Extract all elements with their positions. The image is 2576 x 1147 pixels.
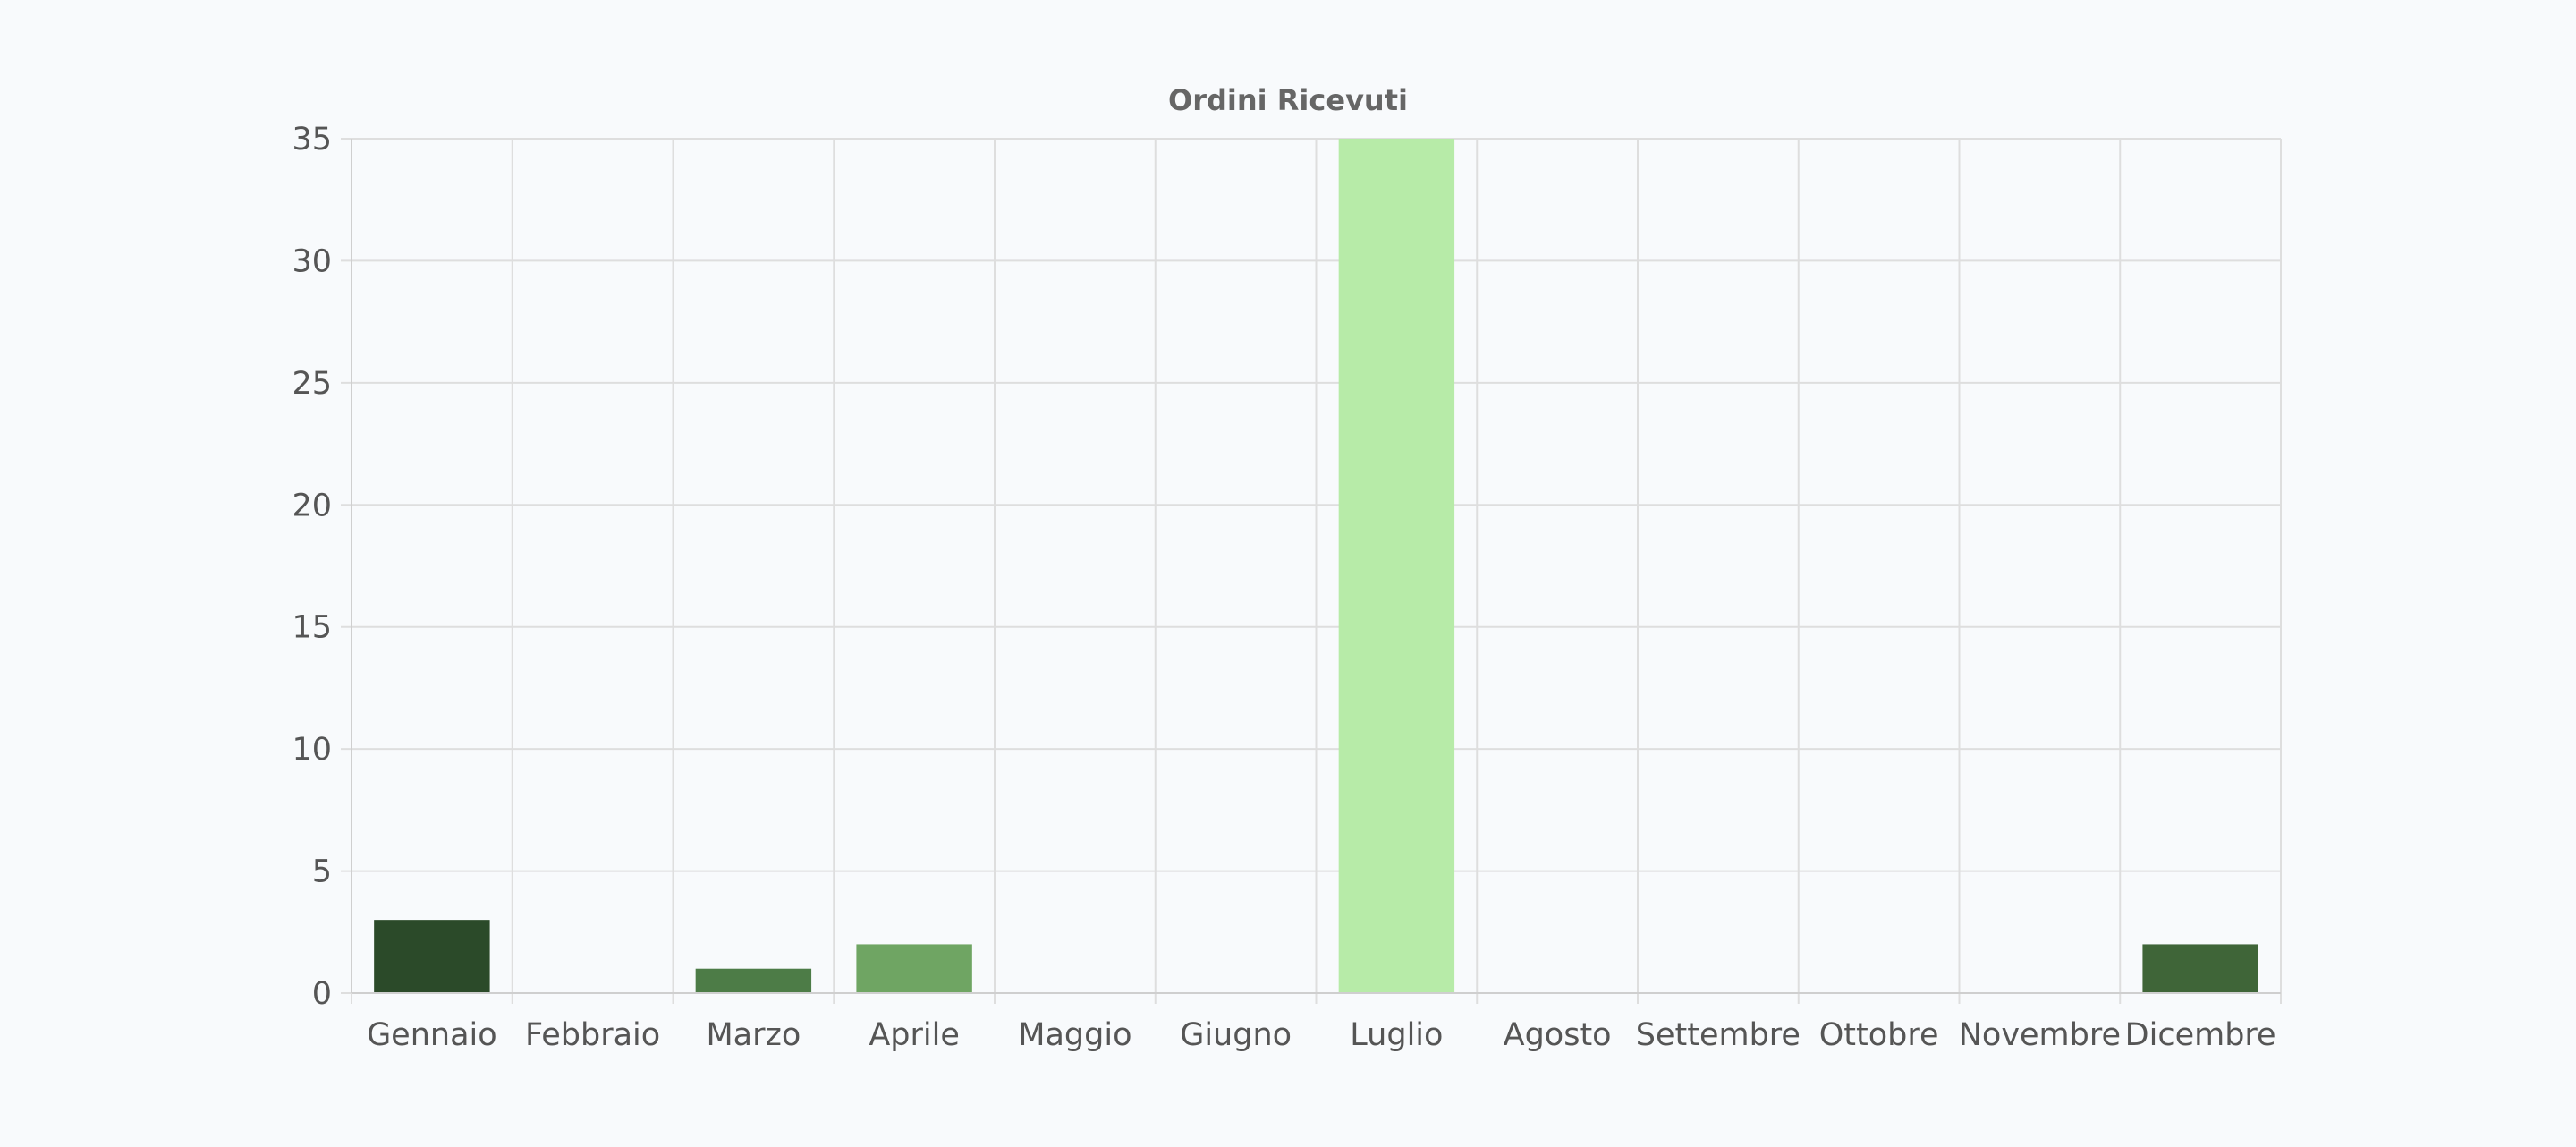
- y-tick-label: 30: [292, 243, 332, 279]
- x-tick-label: Aprile: [869, 1017, 960, 1053]
- x-tick-label: Luglio: [1350, 1017, 1443, 1053]
- x-tick-label: Febbraio: [525, 1017, 660, 1053]
- y-tick-label: 20: [292, 488, 332, 523]
- y-tick-label: 15: [292, 610, 332, 646]
- x-tick-label: Dicembre: [2125, 1017, 2276, 1053]
- x-tick-label: Marzo: [706, 1017, 801, 1053]
- y-tick-label: 35: [292, 122, 332, 157]
- y-tick-label: 10: [292, 732, 332, 768]
- bars: [374, 139, 2258, 993]
- axes: [351, 139, 2281, 994]
- x-tick-label: Gennaio: [367, 1017, 497, 1053]
- x-tick-label: Giugno: [1180, 1017, 1292, 1053]
- y-tick-label: 0: [312, 976, 332, 1012]
- x-tick-label: Maggio: [1018, 1017, 1131, 1053]
- bar-gennaio[interactable]: [374, 920, 490, 993]
- bar-luglio[interactable]: [1338, 139, 1455, 993]
- bar-dicembre[interactable]: [2142, 944, 2258, 993]
- grid: [341, 138, 2282, 1004]
- x-tick-label: Agosto: [1504, 1017, 1612, 1053]
- x-tick-label: Settembre: [1636, 1017, 1801, 1053]
- x-tick-label: Ottobre: [1819, 1017, 1939, 1053]
- x-axis-ticks: Gennaio Febbraio Marzo Aprile Maggio Giugno Lu…: [367, 1017, 2276, 1053]
- bar-marzo[interactable]: [695, 968, 812, 993]
- x-tick-label: Novembre: [1959, 1017, 2121, 1053]
- y-tick-label: 25: [292, 366, 332, 402]
- y-tick-label: 5: [312, 854, 332, 890]
- y-axis-ticks: 0 5 10 15 20 25 30 35: [292, 122, 332, 1012]
- chart-title: Ordini Ricevuti: [1168, 83, 1408, 117]
- bar-aprile[interactable]: [856, 944, 972, 993]
